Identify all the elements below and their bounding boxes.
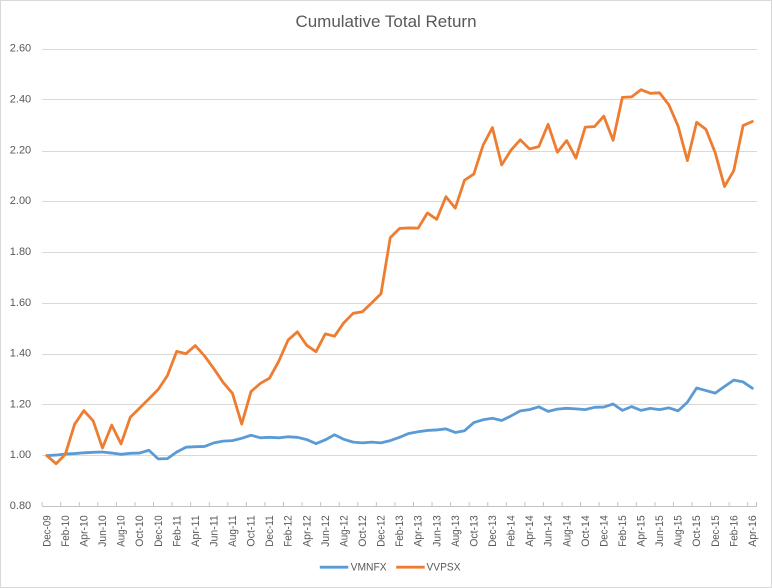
- svg-text:Feb-15: Feb-15: [617, 515, 629, 547]
- svg-text:Feb-16: Feb-16: [728, 515, 740, 547]
- svg-text:Aug-15: Aug-15: [673, 515, 685, 547]
- svg-text:Feb-11: Feb-11: [171, 515, 183, 547]
- svg-text:1.80: 1.80: [10, 246, 31, 258]
- svg-text:Aug-10: Aug-10: [116, 515, 128, 547]
- svg-text:Feb-12: Feb-12: [283, 515, 295, 547]
- svg-text:Dec-09: Dec-09: [41, 515, 53, 547]
- svg-text:Jun-14: Jun-14: [543, 515, 555, 547]
- svg-text:Feb-10: Feb-10: [60, 515, 72, 547]
- svg-text:2.40: 2.40: [10, 94, 31, 106]
- svg-text:Cumulative Total Return: Cumulative Total Return: [295, 12, 476, 31]
- svg-text:Oct-13: Oct-13: [468, 515, 480, 547]
- svg-text:Dec-10: Dec-10: [153, 515, 165, 547]
- svg-text:Jun-11: Jun-11: [208, 515, 220, 547]
- svg-text:Dec-12: Dec-12: [376, 515, 388, 547]
- svg-text:Aug-14: Aug-14: [561, 515, 573, 547]
- svg-text:Feb-14: Feb-14: [506, 515, 518, 547]
- svg-text:Jun-12: Jun-12: [320, 515, 332, 547]
- svg-text:Apr-13: Apr-13: [413, 515, 425, 547]
- svg-text:Feb-13: Feb-13: [394, 515, 406, 547]
- svg-text:Dec-15: Dec-15: [710, 515, 722, 547]
- svg-text:Dec-11: Dec-11: [264, 515, 276, 547]
- svg-text:Apr-16: Apr-16: [747, 515, 759, 547]
- svg-text:Apr-15: Apr-15: [636, 515, 648, 547]
- svg-text:2.60: 2.60: [10, 43, 31, 55]
- svg-text:Jun-10: Jun-10: [97, 515, 109, 547]
- svg-text:Oct-12: Oct-12: [357, 515, 369, 547]
- svg-text:Oct-14: Oct-14: [580, 515, 592, 547]
- svg-text:2.20: 2.20: [10, 144, 31, 156]
- svg-text:Dec-13: Dec-13: [487, 515, 499, 547]
- svg-text:VVPSX: VVPSX: [427, 562, 462, 574]
- svg-text:1.60: 1.60: [10, 297, 31, 309]
- svg-text:Apr-14: Apr-14: [524, 515, 536, 547]
- svg-text:VMNFX: VMNFX: [351, 562, 388, 574]
- svg-text:1.40: 1.40: [10, 348, 31, 360]
- svg-text:Apr-11: Apr-11: [190, 515, 202, 547]
- svg-text:0.80: 0.80: [10, 500, 31, 512]
- svg-text:Aug-12: Aug-12: [338, 515, 350, 547]
- svg-text:Apr-10: Apr-10: [78, 515, 90, 547]
- svg-text:2.00: 2.00: [10, 195, 31, 207]
- svg-text:1.00: 1.00: [10, 449, 31, 461]
- svg-text:Dec-14: Dec-14: [598, 515, 610, 547]
- svg-text:Oct-15: Oct-15: [691, 515, 703, 547]
- svg-text:Oct-11: Oct-11: [246, 515, 258, 547]
- svg-text:Jun-13: Jun-13: [431, 515, 443, 547]
- svg-text:Aug-13: Aug-13: [450, 515, 462, 547]
- svg-text:Oct-10: Oct-10: [134, 515, 146, 547]
- svg-text:Jun-15: Jun-15: [654, 515, 666, 547]
- svg-text:Apr-12: Apr-12: [301, 515, 313, 547]
- svg-text:Aug-11: Aug-11: [227, 515, 239, 547]
- svg-text:1.20: 1.20: [10, 398, 31, 410]
